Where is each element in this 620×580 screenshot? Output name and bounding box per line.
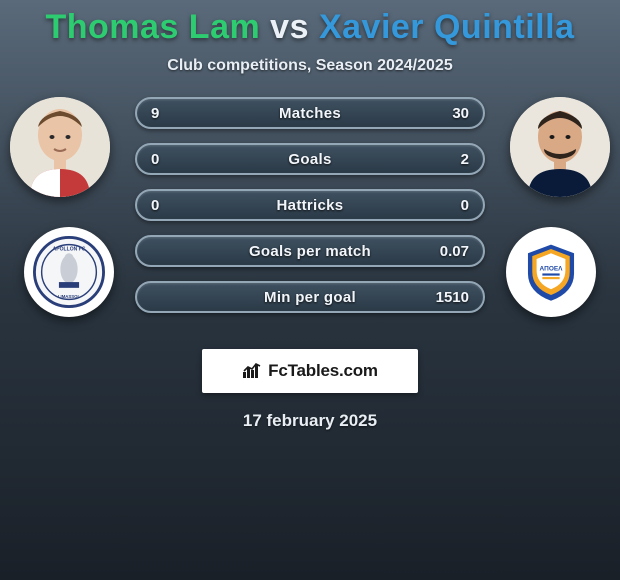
stat-label: Goals — [288, 151, 331, 168]
player2-avatar — [510, 97, 610, 197]
player2-club-crest: ΑΠΟΕΛ — [506, 227, 596, 317]
stat-right-value: 0.07 — [440, 243, 469, 260]
stat-left-value: 0 — [151, 197, 159, 214]
stat-row: 0 Hattricks 0 — [135, 189, 485, 221]
player1-club-crest: APOLLON FC LIMASSOL — [24, 227, 114, 317]
svg-text:ΑΠΟΕΛ: ΑΠΟΕΛ — [539, 266, 563, 273]
stat-left-value: 9 — [151, 105, 159, 122]
bars-icon — [242, 362, 264, 380]
brand-text: FcTables.com — [268, 361, 378, 381]
stat-label: Hattricks — [277, 197, 344, 214]
player2-name: Xavier Quintilla — [319, 8, 575, 46]
stat-row: 9 Matches 30 — [135, 97, 485, 129]
stat-label: Min per goal — [264, 289, 356, 306]
stat-right-value: 30 — [452, 105, 469, 122]
snapshot-date: 17 february 2025 — [0, 411, 620, 431]
player1-avatar — [10, 97, 110, 197]
stat-row: Min per goal 1510 — [135, 281, 485, 313]
vs-text: vs — [270, 8, 309, 46]
subtitle: Club competitions, Season 2024/2025 — [0, 57, 620, 75]
svg-text:APOLLON FC: APOLLON FC — [53, 246, 86, 252]
player1-name: Thomas Lam — [46, 8, 261, 46]
stat-right-value: 0 — [461, 197, 469, 214]
comparison-panel: APOLLON FC LIMASSOL ΑΠΟΕΛ 9 Matches 30 0… — [0, 97, 620, 327]
svg-text:LIMASSOL: LIMASSOL — [58, 294, 81, 299]
stat-right-value: 1510 — [436, 289, 469, 306]
stat-label: Matches — [279, 105, 341, 122]
stat-row: 0 Goals 2 — [135, 143, 485, 175]
stat-right-value: 2 — [461, 151, 469, 168]
stat-row: Goals per match 0.07 — [135, 235, 485, 267]
comparison-title: Thomas Lam vs Xavier Quintilla — [0, 0, 620, 47]
stat-left-value: 0 — [151, 151, 159, 168]
stat-bars: 9 Matches 30 0 Goals 2 0 Hattricks 0 Goa… — [135, 97, 485, 313]
brand-badge: FcTables.com — [202, 349, 418, 393]
stat-label: Goals per match — [249, 243, 371, 260]
